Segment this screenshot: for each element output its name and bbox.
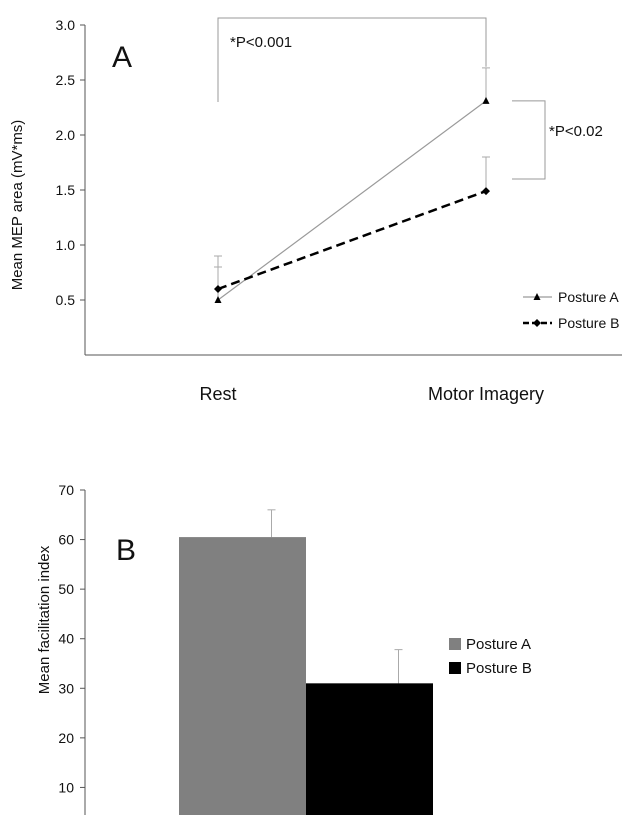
panel-b-y-tick-label: 70	[58, 482, 74, 498]
panel-a-category-label: Motor Imagery	[428, 384, 544, 404]
panel-a-legend-label: Posture B	[558, 315, 619, 331]
panel-b-y-tick-label: 30	[58, 680, 74, 696]
panel-a-data-point	[482, 187, 490, 196]
panel-a-series-line	[217, 100, 487, 301]
panel-a-label: A	[112, 41, 132, 74]
panel-a-significance-label: *P<0.02	[549, 123, 603, 140]
panel-a-significance-bracket	[512, 100, 546, 180]
panel-a-series-line	[217, 189, 487, 291]
panel-b-bar	[306, 683, 433, 815]
panel-b-legend-label: Posture B	[466, 660, 532, 677]
panel-a-y-tick-label: 3.0	[56, 17, 76, 33]
panel-a-y-axis-label: Mean MEP area (mV*ms)	[9, 120, 26, 291]
panel-a-legend-label: Posture A	[558, 289, 619, 305]
panel-a-line-chart: A Mean MEP area (mV*ms) 0.5 1.0 1.5 2.0 2.5 3…	[9, 17, 622, 404]
panel-b-label: B	[116, 534, 136, 567]
panel-b-legend-swatch	[449, 662, 461, 674]
panel-a-significance-bracket	[217, 17, 487, 102]
panel-b-legend-swatch	[449, 638, 461, 650]
panel-b-legend-label: Posture A	[466, 636, 531, 653]
panel-b-y-tick-label: 50	[58, 581, 74, 597]
panel-b-bar-chart: B Mean facilitation index 10 20 30 40 50 60 70…	[36, 482, 532, 815]
panel-a-data-point	[214, 285, 222, 293]
panel-b-y-tick-label: 10	[58, 779, 74, 795]
panel-a-y-tick-label: 2.5	[56, 72, 76, 88]
panel-b-y-tick-label: 20	[58, 730, 74, 746]
panel-a-data-point	[214, 296, 222, 303]
panel-a-y-tick-label: 2.0	[56, 127, 76, 143]
panel-b-bar	[179, 537, 306, 815]
panel-a-y-tick-label: 0.5	[56, 292, 76, 308]
panel-b-y-axis-label: Mean facilitation index	[36, 545, 53, 694]
panel-a-category-label: Rest	[199, 384, 236, 404]
panel-a-y-tick-label: 1.5	[56, 182, 76, 198]
panel-a-y-tick-label: 1.0	[56, 237, 76, 253]
panel-b-y-tick-label: 60	[58, 532, 74, 548]
panel-a-significance-label: *P<0.001	[230, 34, 292, 51]
panel-a-data-point	[482, 96, 490, 104]
panel-a-legend-marker	[533, 319, 541, 327]
panel-a-legend-marker	[533, 293, 541, 300]
panel-b-y-tick-label: 40	[58, 631, 74, 647]
